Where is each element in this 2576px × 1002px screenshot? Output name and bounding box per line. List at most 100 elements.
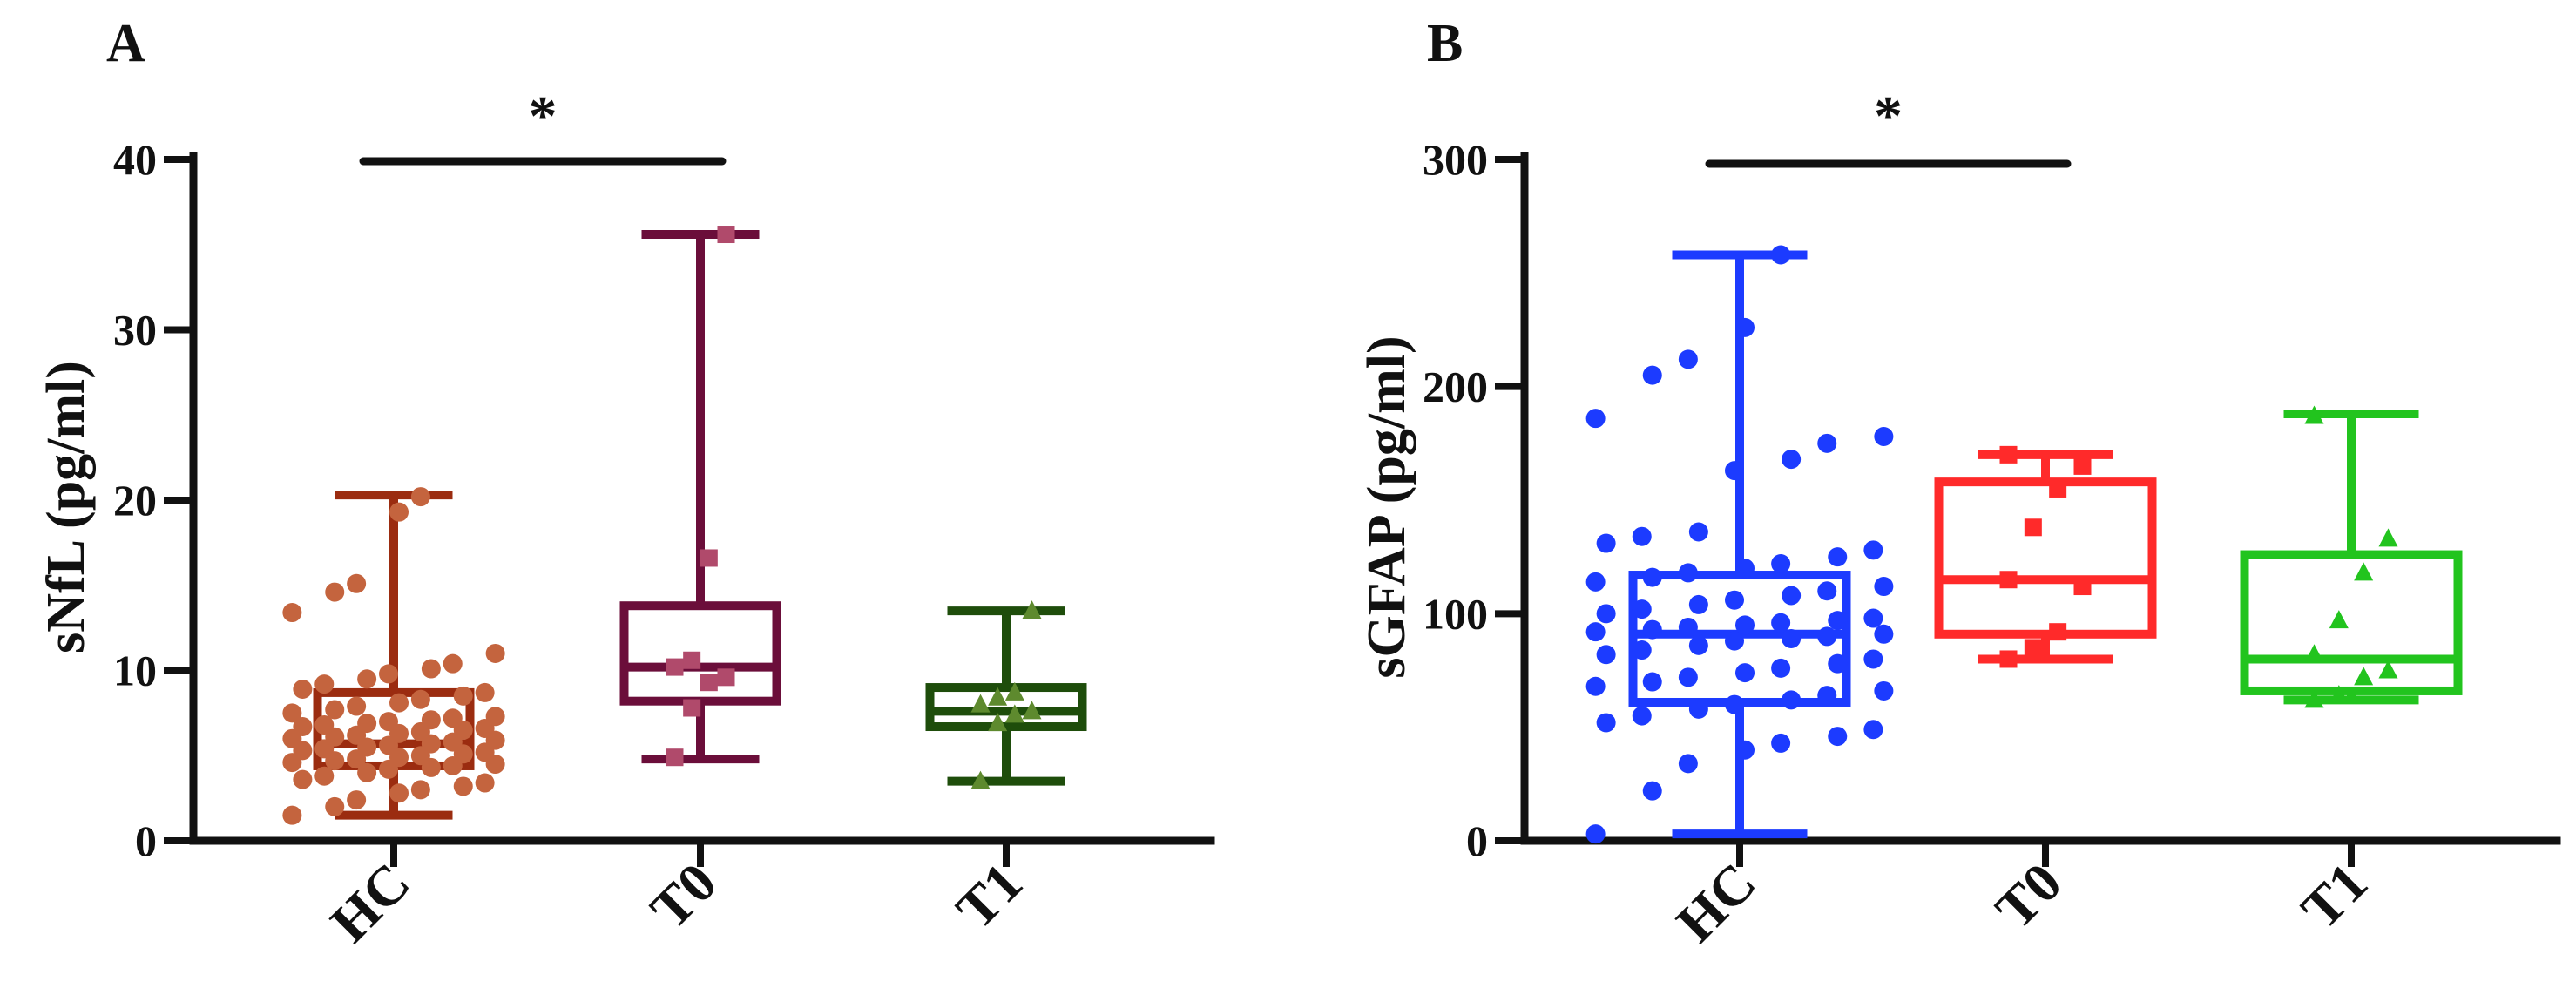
panel-b-data-point xyxy=(1999,445,2018,464)
panel-a-x-tick-label: T1 xyxy=(944,851,1034,941)
panel-a-chart: A sNfL (pg/ml) 0 10 20 30 40 HC T0 T1 * xyxy=(37,14,1215,954)
panel-b-data-point xyxy=(2329,685,2349,704)
panel-b-data-point xyxy=(1863,720,1883,740)
panel-b-data-point xyxy=(1678,349,1698,369)
panel-b-data-point xyxy=(1596,713,1616,733)
panel-b-data-point xyxy=(1863,649,1883,669)
panel-b-x-tick-label: HC xyxy=(1665,851,1768,954)
panel-a-x-tick-label: T0 xyxy=(639,851,728,941)
panel-a-y-tick-label: 40 xyxy=(113,135,157,184)
panel-b-data-point xyxy=(1817,433,1837,453)
panel-b-y-tick-label: 200 xyxy=(1423,362,1488,411)
panel-b-data-point xyxy=(1999,571,2018,589)
panel-b-y-tick-label: 0 xyxy=(1466,816,1488,865)
panel-b-data-point xyxy=(2049,479,2067,498)
panel-a-data-point xyxy=(700,674,718,692)
panel-a-data-point xyxy=(379,712,398,732)
panel-a-data-point xyxy=(314,674,335,694)
panel-a-x-tick-label: HC xyxy=(319,851,422,954)
panel-b-data-point xyxy=(1828,547,1848,567)
panel-b-data-point xyxy=(1828,727,1848,747)
panel-b-data-point xyxy=(1688,635,1708,655)
panel-a-significance-label: * xyxy=(529,85,558,148)
panel-b-data-point xyxy=(1782,690,1802,710)
panel-b-data-point xyxy=(1874,624,1894,644)
panel-b-chart: B sGFAP (pg/ml) 0 100 200 300 HC T0 T1 * xyxy=(1357,14,2561,954)
panel-b-data-point xyxy=(1771,553,1791,573)
panel-a-y-tick-label: 0 xyxy=(135,816,157,865)
panel-a-data-point xyxy=(293,769,313,789)
panel-a-data-point xyxy=(485,643,505,663)
panel-b-y-tick-label: 100 xyxy=(1423,589,1488,638)
panel-a-data-point xyxy=(325,796,345,816)
panel-a-data-point xyxy=(410,487,430,507)
panel-a-data-point xyxy=(379,664,398,684)
panel-a-data-point xyxy=(410,780,430,800)
panel-b-data-point xyxy=(1828,611,1848,631)
panel-b-data-point xyxy=(1782,450,1802,470)
panel-a-data-point xyxy=(485,707,505,727)
panel-b-data-point xyxy=(2378,528,2398,547)
panel-a-data-point xyxy=(683,651,701,669)
panel-b-data-point xyxy=(1771,613,1791,633)
panel-b-data-point xyxy=(1596,645,1616,665)
panel-b-data-point xyxy=(1585,409,1606,429)
panel-b-data-point xyxy=(1735,559,1755,579)
panel-b-data-point xyxy=(2024,639,2042,657)
panel-b-data-point xyxy=(2073,457,2092,475)
panel-a-data-point xyxy=(1022,701,1042,720)
panel-b-label: B xyxy=(1427,14,1463,73)
panel-a-data-point xyxy=(347,573,367,593)
panel-b-data-point xyxy=(1642,567,1662,587)
panel-b-significance-label: * xyxy=(1874,85,1903,148)
panel-a-data-point xyxy=(389,693,409,713)
panel-a-y-tick-label: 20 xyxy=(113,476,157,525)
panel-b-data-point xyxy=(1817,626,1837,647)
panel-b-data-point xyxy=(1678,617,1698,637)
panel-a-y-axis-label: sNfL (pg/ml) xyxy=(37,361,96,653)
panel-b-data-point xyxy=(1678,754,1698,774)
panel-a-data-point xyxy=(717,226,735,244)
panel-b-data-point xyxy=(1874,427,1894,447)
panel-b-data-point xyxy=(1688,699,1708,719)
panel-b-data-point xyxy=(1632,706,1652,726)
panel-b-data-point xyxy=(2024,518,2042,537)
panel-a-data-point xyxy=(1004,704,1024,723)
panel-a-data-point xyxy=(325,582,345,602)
panel-a-data-point xyxy=(282,603,302,623)
panel-b-data-point xyxy=(2073,578,2092,596)
panel-b-data-point xyxy=(1771,733,1791,753)
panel-a-data-point xyxy=(421,710,441,730)
panel-b-data-point xyxy=(1596,533,1616,553)
panel-b-data-point xyxy=(1735,740,1755,760)
panel-a-data-point xyxy=(970,770,991,789)
panel-b-data-point xyxy=(1632,526,1652,546)
panel-b-data-point xyxy=(1874,577,1894,597)
panel-b-data-point xyxy=(1642,619,1662,640)
panel-b-data-point xyxy=(1771,658,1791,678)
panel-b-data-point xyxy=(1688,522,1708,542)
panel-b-data-point xyxy=(1863,540,1883,560)
panel-a-data-point xyxy=(666,748,684,767)
panel-b-data-point xyxy=(1585,572,1606,592)
panel-b-data-point xyxy=(1817,581,1837,601)
panel-b-data-point xyxy=(1782,629,1802,649)
panel-a-data-point xyxy=(1004,681,1024,701)
panel-a-data-point xyxy=(717,668,735,687)
panel-b-data-point xyxy=(1863,608,1883,628)
panel-b-data-point xyxy=(1725,461,1744,481)
panel-b-data-point xyxy=(1678,563,1698,583)
panel-b-data-point xyxy=(1828,653,1848,674)
panel-b-data-point xyxy=(1725,590,1744,610)
panel-b-data-point xyxy=(1632,599,1652,619)
panel-b-x-tick-label: T1 xyxy=(2289,851,2379,941)
panel-b-box xyxy=(2240,550,2463,695)
panel-a-data-point xyxy=(347,696,367,716)
panel-b-data-point xyxy=(2304,689,2324,708)
panel-b-data-point xyxy=(2304,644,2324,663)
panel-a-data-point xyxy=(683,699,701,717)
panel-b-data-point xyxy=(2304,405,2324,424)
panel-a-y-tick-label: 10 xyxy=(113,647,157,695)
panel-a-data-point xyxy=(988,687,1008,706)
panel-a-data-point xyxy=(293,680,313,700)
